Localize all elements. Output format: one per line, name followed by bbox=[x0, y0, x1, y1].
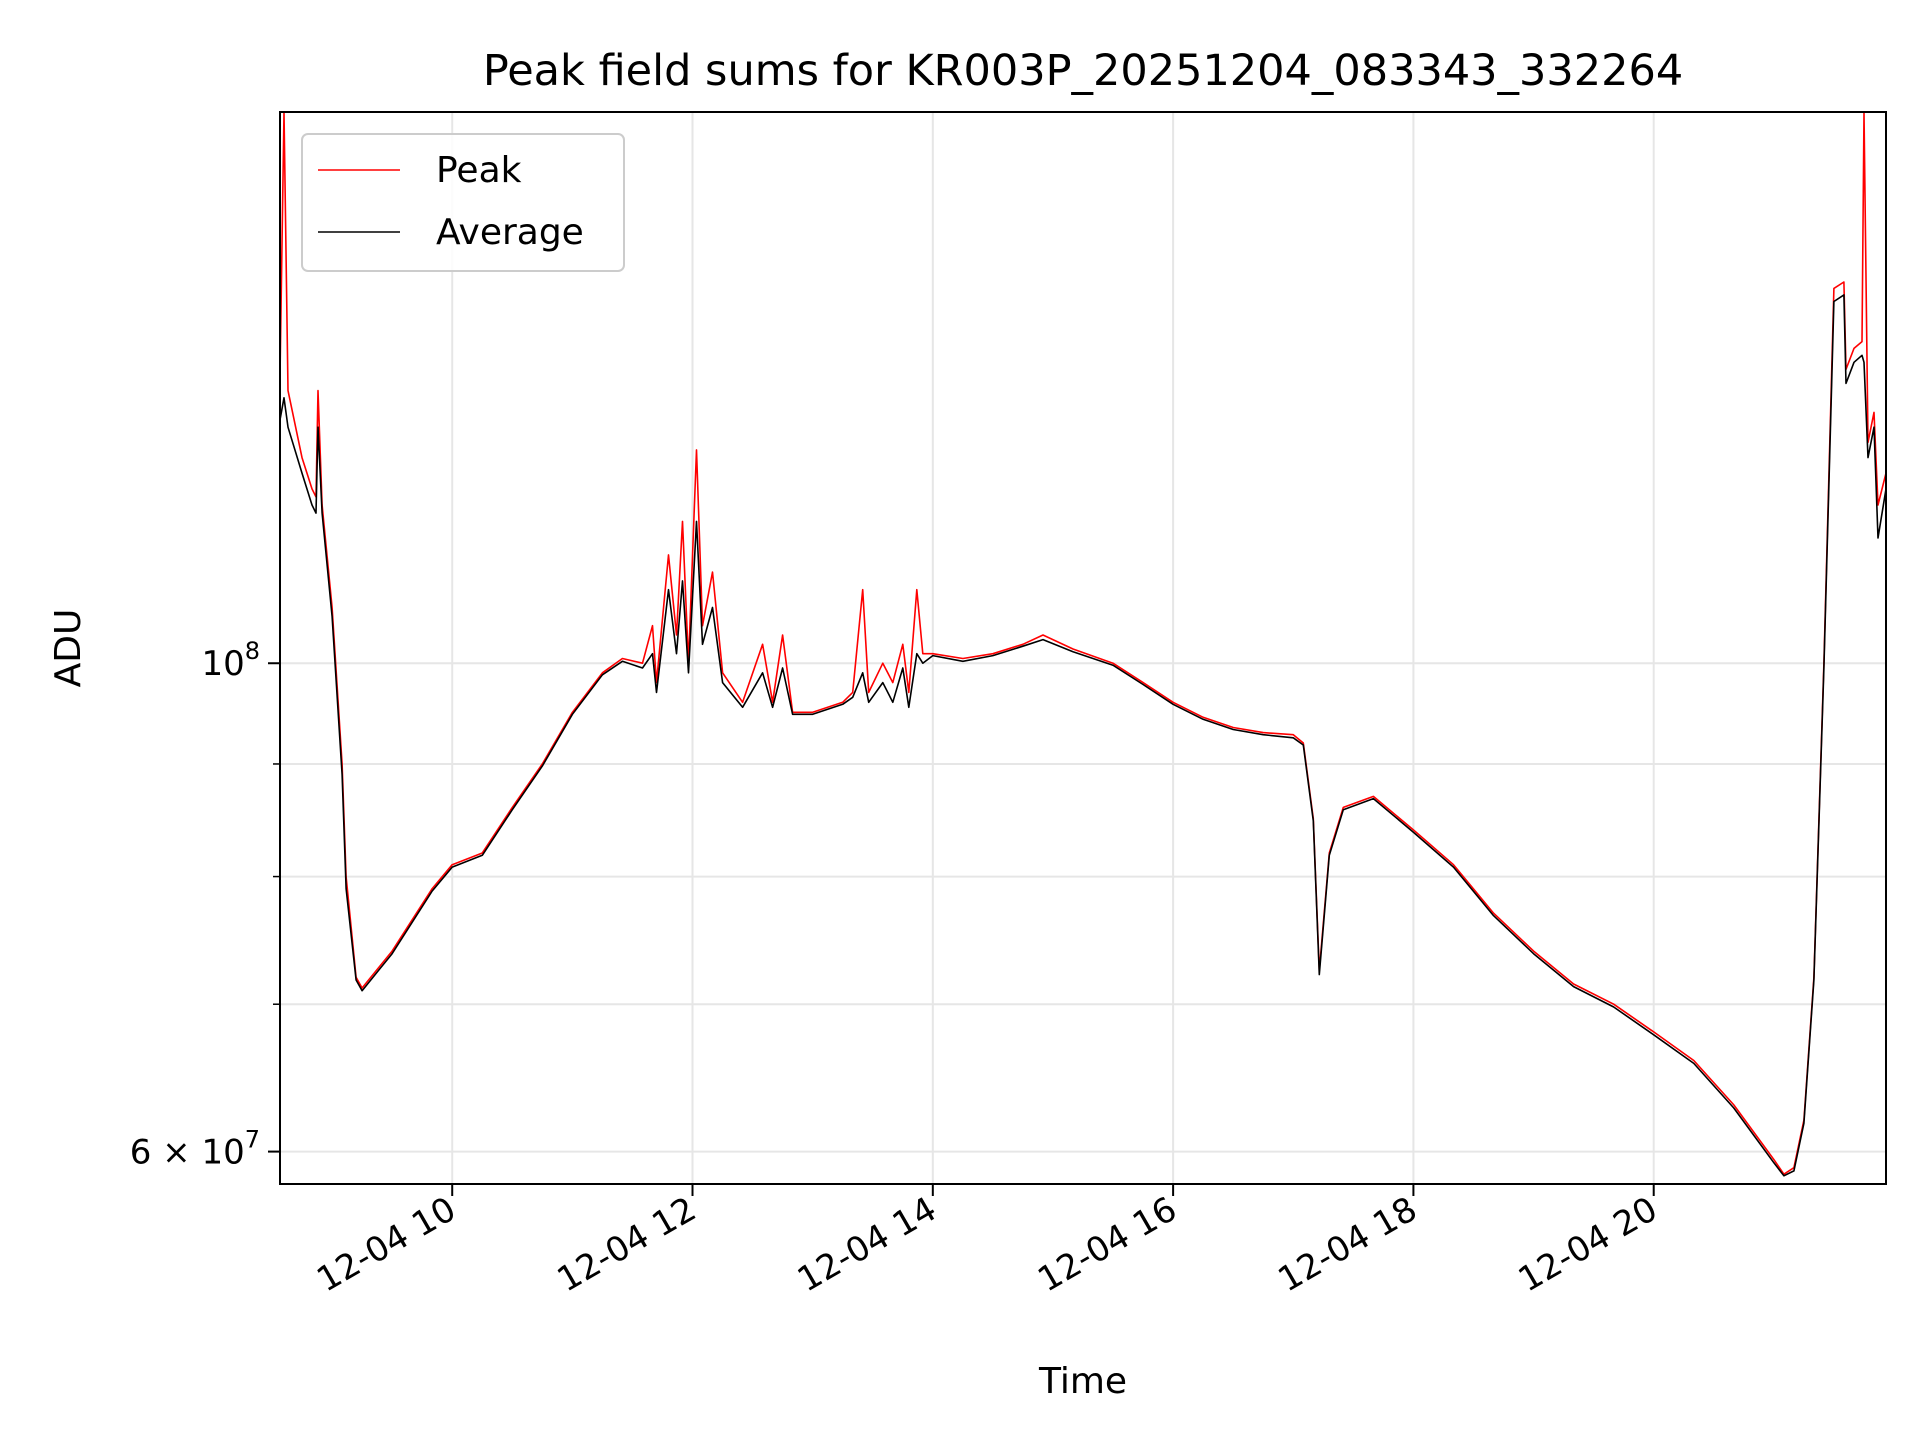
chart-title: Peak field sums for KR003P_20251204_0833… bbox=[483, 46, 1683, 96]
plot-frame bbox=[279, 111, 1887, 1185]
plot-series bbox=[279, 111, 1887, 1177]
y-axis-ticks: 108 6 × 107 bbox=[130, 637, 280, 1173]
x-axis-label: Time bbox=[1038, 1361, 1127, 1402]
grid bbox=[280, 112, 1886, 1184]
legend-label-peak: Peak bbox=[436, 150, 522, 191]
legend-box bbox=[301, 133, 625, 272]
x-tick-label: 12-04 14 bbox=[791, 1189, 943, 1300]
x-tick-label: 12-04 20 bbox=[1512, 1189, 1664, 1300]
x-tick-label: 12-04 16 bbox=[1031, 1189, 1183, 1300]
y-axis-label: ADU bbox=[48, 609, 89, 688]
y-tick-label: 108 bbox=[201, 637, 260, 684]
series-line-peak bbox=[279, 111, 1887, 1175]
y-tick-label: 6 × 107 bbox=[130, 1126, 260, 1173]
x-tick-label: 12-04 12 bbox=[551, 1189, 703, 1300]
x-tick-label: 12-04 18 bbox=[1272, 1189, 1424, 1300]
legend-label-average: Average bbox=[436, 212, 584, 253]
legend: Peak Average bbox=[301, 133, 625, 272]
series-line-average bbox=[279, 294, 1887, 1177]
x-tick-label: 12-04 10 bbox=[310, 1189, 462, 1300]
x-axis-ticks: 12-04 10 12-04 12 12-04 14 12-04 16 12-04 18… bbox=[310, 1184, 1664, 1300]
